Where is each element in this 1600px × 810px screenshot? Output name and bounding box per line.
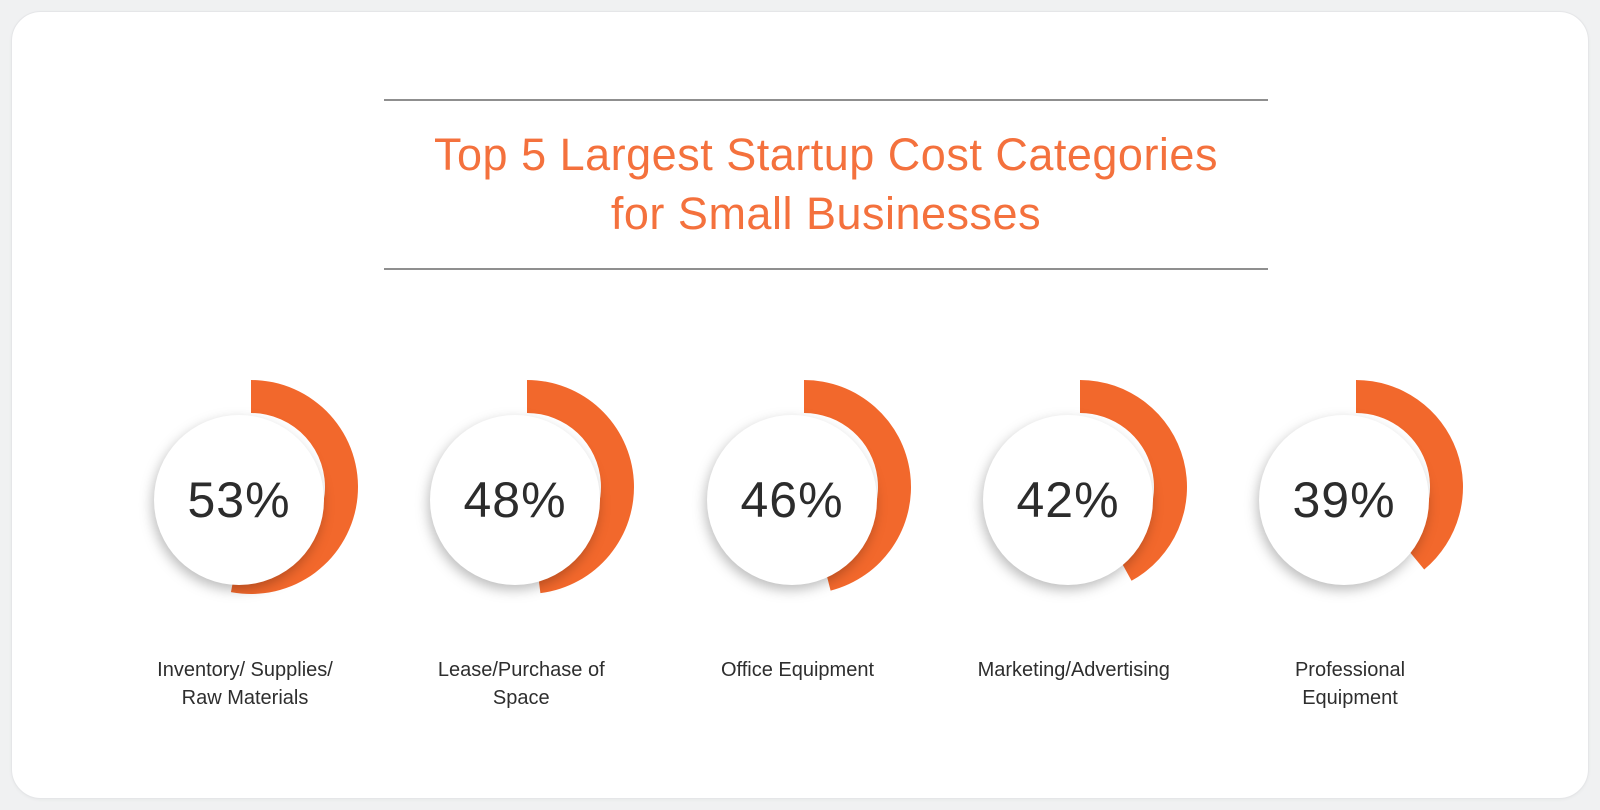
gauge-office-equipment: 46% Office Equipment (673, 372, 923, 712)
chart-title-line-2: for Small Businesses (610, 188, 1042, 239)
gauge-label-line-2: Space (492, 687, 550, 709)
gauge-arc (1356, 380, 1463, 570)
gauge-lease-purchase: 48% Lease/Purchase of Space (396, 372, 646, 712)
gauge-donut: 48% (430, 380, 635, 594)
gauge-inner-circle (706, 415, 877, 585)
chart-title-block: Top 5 Largest Startup Cost Categories fo… (384, 99, 1268, 270)
infographic-card: Top 5 Largest Startup Cost Categories fo… (11, 11, 1589, 799)
gauge-inner-circle (154, 415, 324, 585)
gauge-label: Office Equipment (721, 656, 874, 684)
gauge-label-line-1: Lease/Purchase of (437, 659, 605, 681)
gauge-inner-circle (1259, 415, 1429, 585)
gauge-percent-value: 42% (1016, 472, 1119, 528)
gauge-arc (1079, 380, 1187, 581)
gauge-marketing-advertising: 42% Marketing/Advertising (949, 372, 1199, 712)
gauge-label-line-2: Equipment (1302, 687, 1398, 709)
gauge-percent-value: 48% (464, 472, 567, 528)
gauge-percent-value: 39% (1292, 472, 1395, 528)
gauge-label-line-1: Inventory/ Supplies/ (157, 659, 333, 681)
gauge-percent-value: 46% (740, 472, 843, 528)
gauge-donut: 46% (706, 380, 911, 591)
gauges-row: 53% Inventory/ Supplies/ Raw Materials 4… (120, 372, 1475, 712)
gauge-arc (803, 380, 911, 591)
gauge-professional-equipment: 39% Professional Equipment (1225, 372, 1475, 712)
gauge-arc (527, 380, 635, 594)
chart-title-line-1: Top 5 Largest Startup Cost Categories (434, 129, 1218, 180)
gauge-label-line-1: Marketing/Advertising (977, 659, 1170, 681)
gauge-label-line-2: Raw Materials (181, 687, 309, 709)
gauge-inner-circle (982, 415, 1153, 585)
gauge-label-line-1: Professional (1294, 659, 1406, 681)
gauge-label-line-1: Office Equipment (720, 659, 875, 681)
gauge-label: Lease/Purchase of Space (438, 656, 605, 712)
gauge-percent-value: 53% (187, 472, 290, 528)
gauge-label: Marketing/Advertising (978, 656, 1170, 684)
gauge-inventory-supplies: 53% Inventory/ Supplies/ Raw Materials (120, 372, 370, 712)
gauge-arc (230, 380, 359, 594)
gauge-donut: 39% (1259, 380, 1463, 585)
gauge-label: Professional Equipment (1295, 656, 1405, 712)
gauge-donut: 42% (982, 380, 1187, 585)
gauge-label: Inventory/ Supplies/ Raw Materials (157, 656, 333, 712)
gauge-inner-circle (430, 415, 601, 585)
gauge-donut: 53% (154, 380, 359, 594)
